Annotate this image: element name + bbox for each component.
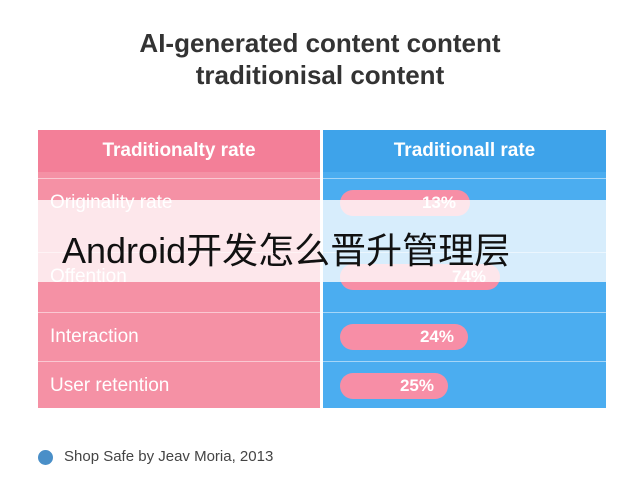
row-label: Interaction: [50, 326, 139, 347]
overlay-text: Android开发怎么晋升管理层: [62, 230, 511, 271]
title: AI-generated content content: [139, 28, 501, 58]
value-pill: 25%: [340, 373, 448, 399]
column-header: Traditionall rate: [323, 130, 606, 172]
globe-icon: [38, 450, 53, 465]
value-pill: 24%: [340, 324, 468, 350]
title: traditionisal content: [195, 60, 445, 90]
column-header: Traditionalty rate: [38, 130, 320, 172]
row-label: User retention: [50, 375, 170, 396]
row-divider: [38, 178, 606, 179]
footer-credit: Shop Safe by Jeav Moria, 2013: [64, 448, 274, 465]
row-divider: [38, 361, 606, 362]
overlay-band: [25, 200, 615, 282]
row-divider: [38, 312, 606, 313]
